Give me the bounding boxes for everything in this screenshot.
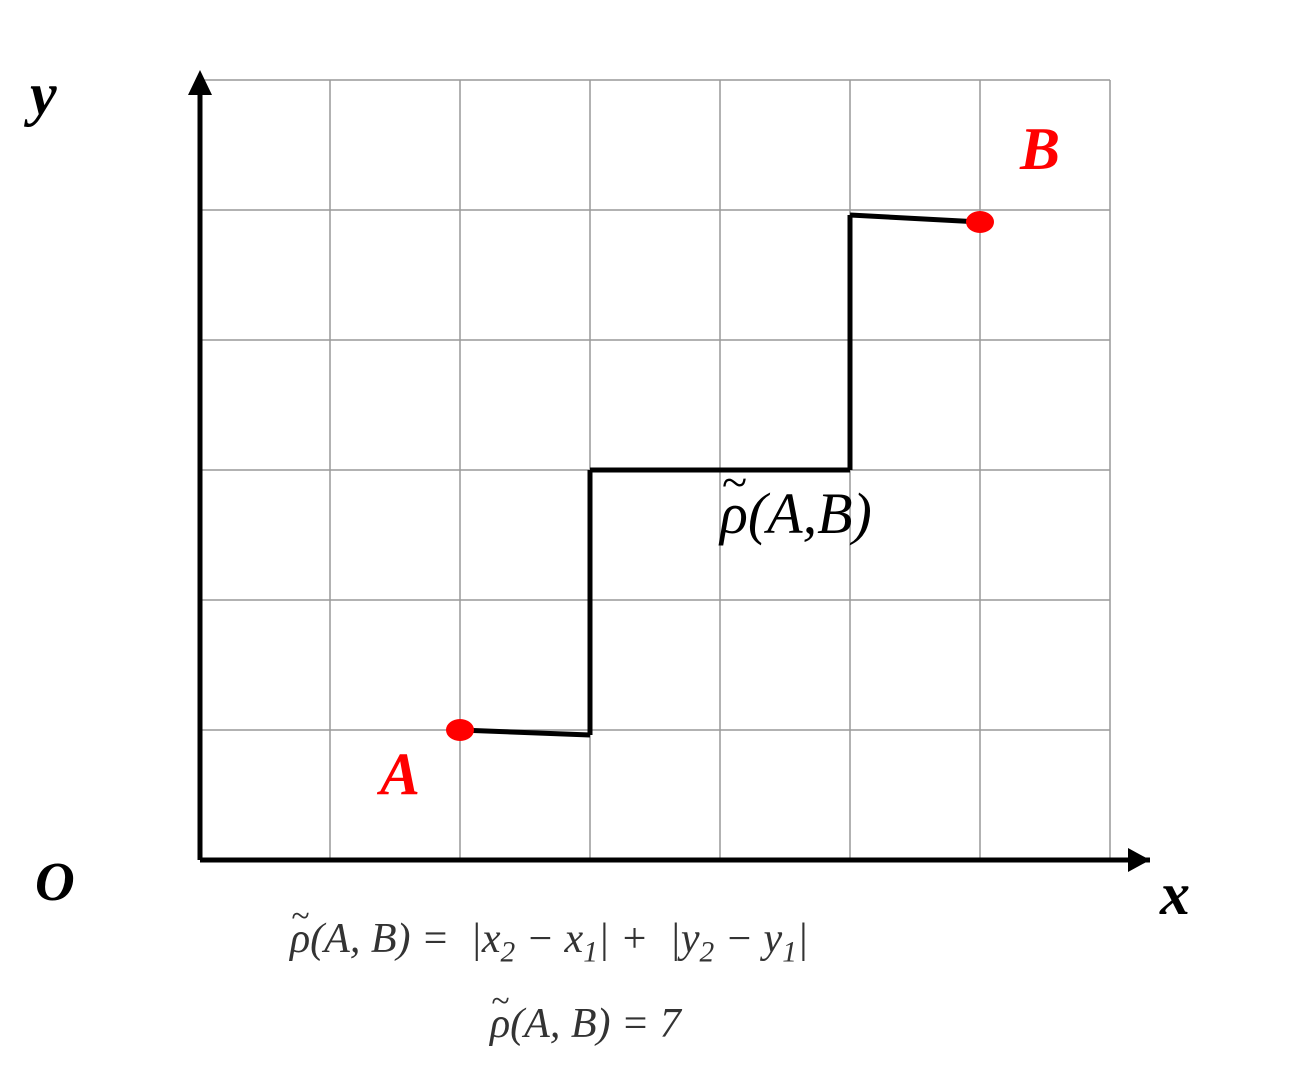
origin-label: O (35, 850, 75, 913)
y-axis-label: y (30, 60, 57, 129)
diagram-container: y x O A B ρ(A,B) (100, 40, 1200, 820)
formula-definition: ρ(A, B) = |x2 − x1| + |y2 − y1| (290, 915, 808, 969)
x-axis-label: x (1160, 860, 1190, 929)
metric-value: 7 (660, 1001, 681, 1047)
rho-annotation: ρ(A,B) (720, 480, 872, 547)
point-a (446, 719, 474, 741)
point-a-label: A (380, 740, 420, 809)
point-b (966, 211, 994, 233)
formula-result: ρ(A, B) = 7 (490, 1000, 681, 1048)
point-b-label: B (1020, 115, 1060, 184)
